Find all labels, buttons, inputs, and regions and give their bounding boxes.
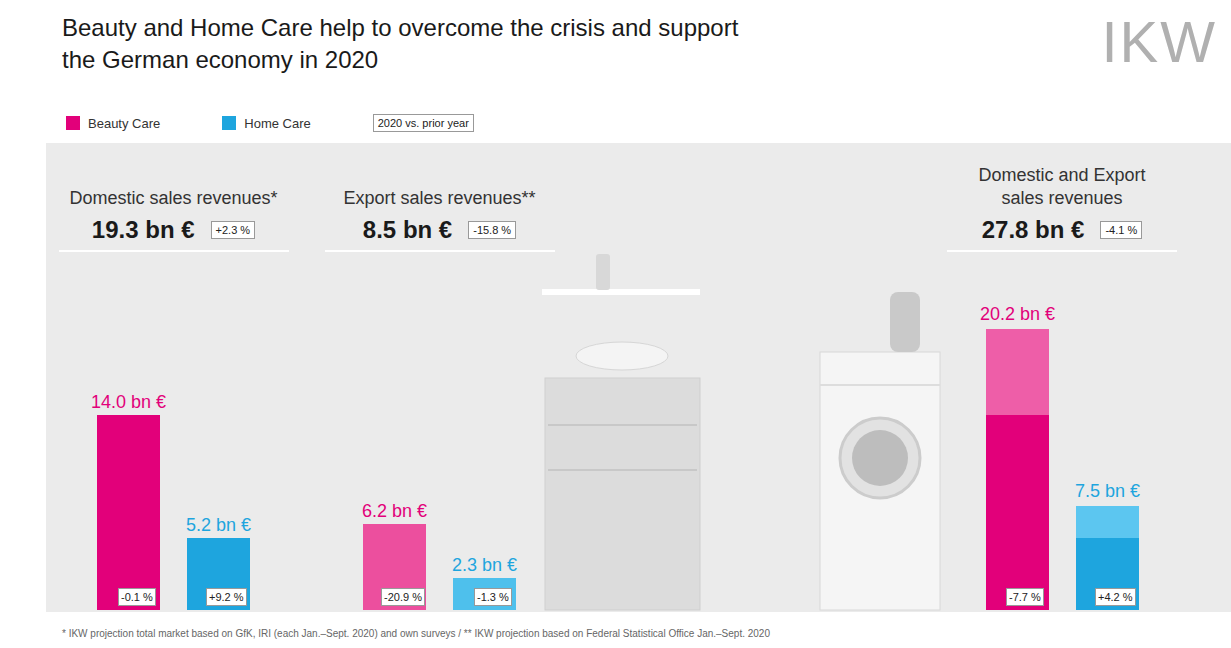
html-text:+2.3 %: +2.3 %	[215, 224, 251, 236]
svg-text:+9.2 %: +9.2 %	[209, 591, 244, 603]
svg-text:+4.2 %: +4.2 %	[1098, 591, 1133, 603]
svg-text:6.2 bn €: 6.2 bn €	[362, 501, 427, 521]
html-text:Domestic sales revenues*: Domestic sales revenues*	[69, 188, 278, 208]
svg-text:-1.3 %: -1.3 %	[477, 591, 509, 603]
html-text:IKW: IKW	[1101, 9, 1217, 74]
svg-text:-20.9 %: -20.9 %	[384, 591, 422, 603]
html-text:Beauty and Home Care help to o: Beauty and Home Care help to overcome th…	[62, 14, 739, 73]
svg-text:20.2 bn €: 20.2 bn €	[980, 304, 1055, 324]
html-text:Home Care: Home Care	[244, 115, 311, 131]
html-text:Export sales revenues**: Export sales revenues**	[343, 188, 536, 208]
html-text:Beauty Care: Beauty Care	[88, 115, 161, 131]
svg-text:-0.1 %: -0.1 %	[121, 591, 153, 603]
html-text:19.3 bn €: 19.3 bn €	[91, 216, 195, 243]
svg-text:7.5 bn €: 7.5 bn €	[1075, 481, 1140, 501]
html-text:-4.1 %: -4.1 %	[1105, 224, 1138, 236]
html-text:8.5 bn €: 8.5 bn €	[362, 216, 453, 243]
html-text:* IKW projection total market: * IKW projection total market based on G…	[62, 628, 770, 639]
html-text:2020 vs. prior year: 2020 vs. prior year	[377, 117, 469, 129]
svg-text:-7.7 %: -7.7 %	[1009, 591, 1041, 603]
html-text:-15.8 %: -15.8 %	[473, 224, 512, 236]
svg-text:5.2 bn €: 5.2 bn €	[186, 515, 251, 535]
html-text:Domestic and Export sales reve: Domestic and Export sales revenues	[978, 165, 1146, 208]
svg-text:14.0 bn €: 14.0 bn €	[91, 392, 166, 412]
svg-text:2.3 bn €: 2.3 bn €	[452, 555, 517, 575]
html-text:27.8 bn €: 27.8 bn €	[981, 216, 1085, 243]
